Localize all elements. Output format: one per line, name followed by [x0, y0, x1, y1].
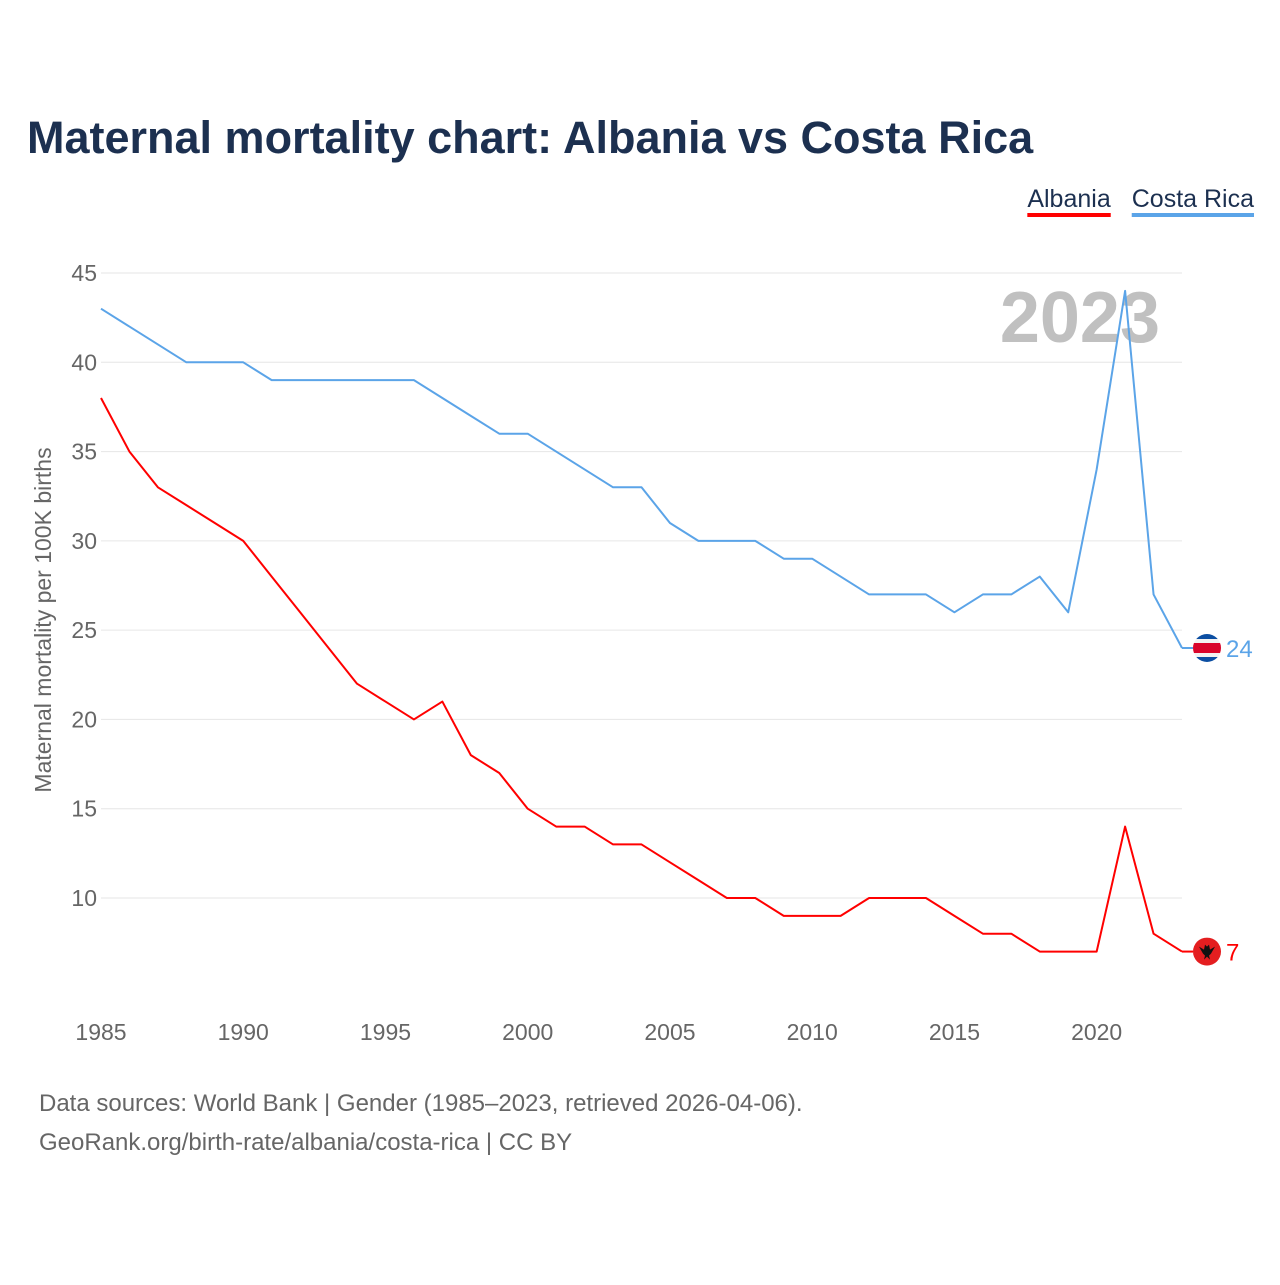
y-tick-label: 35	[71, 439, 97, 465]
x-tick-label: 1995	[360, 1019, 411, 1045]
y-tick-label: 25	[71, 617, 97, 643]
series-lines	[100, 289, 1183, 953]
y-tick-label: 20	[71, 706, 97, 732]
legend-swatch	[1131, 213, 1254, 217]
costa-rica-flag-icon	[1193, 634, 1221, 662]
end-value-label: 24	[1226, 636, 1253, 663]
albania-flag-icon	[1193, 937, 1221, 966]
grid	[101, 272, 1182, 899]
x-tick-label: 2020	[1071, 1019, 1122, 1045]
y-tick-label: 40	[71, 349, 97, 375]
x-tick-label: 1990	[218, 1019, 269, 1045]
x-tick-label: 2005	[644, 1019, 695, 1045]
y-axis-label: Maternal mortality per 100K births	[30, 447, 56, 792]
end-value-label: 7	[1226, 940, 1239, 967]
y-tick-label: 15	[71, 796, 97, 822]
footer-source: Data sources: World Bank | Gender (1985–…	[39, 1090, 803, 1117]
legend-item-albania: Albania	[1027, 185, 1110, 213]
y-tick-label: 45	[71, 260, 97, 286]
legend-item-costa-rica: Costa Rica	[1132, 185, 1254, 213]
x-tick-label: 1985	[75, 1019, 126, 1045]
y-tick-label: 30	[71, 528, 97, 554]
legend: Costa Rica Albania	[1027, 185, 1254, 217]
legend-swatch	[1027, 213, 1111, 217]
year-watermark: 2023	[1000, 278, 1160, 358]
x-tick-label: 2015	[929, 1019, 980, 1045]
series-line-costa-rica	[100, 289, 1183, 649]
y-tick-label: 10	[71, 885, 97, 911]
chart-title: Maternal mortality chart: Albania vs Cos…	[27, 112, 1034, 163]
x-tick-label: 2000	[502, 1019, 553, 1045]
tick-labels: 10 15 20 25 30 35 40 45 1985 1990 1995 2000 2005 2010…	[71, 260, 1122, 1045]
footer-credit: GeoRank.org/birth-rate/albania/costa-ric…	[39, 1129, 572, 1156]
x-tick-label: 2010	[787, 1019, 838, 1045]
series-line-albania	[100, 397, 1183, 953]
end-markers: 7 24	[1182, 634, 1253, 967]
